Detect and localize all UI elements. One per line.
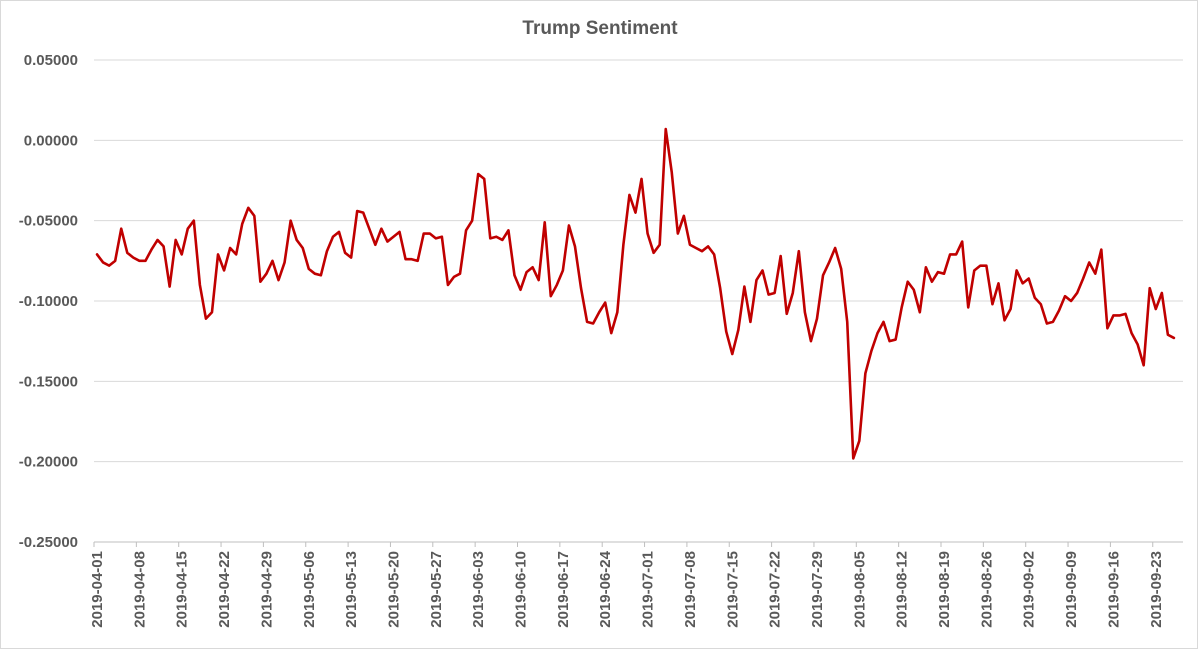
y-tick-label: -0.25000 xyxy=(19,534,78,551)
axes xyxy=(93,541,1183,547)
gridlines xyxy=(94,59,1183,463)
x-tick-label: 2019-06-17 xyxy=(555,551,572,628)
x-tick-label: 2019-05-27 xyxy=(428,551,445,628)
x-tick-label: 2019-06-03 xyxy=(470,551,487,628)
y-tick-label: -0.05000 xyxy=(19,213,78,230)
x-tick-label: 2019-08-12 xyxy=(894,551,911,628)
x-tick-label: 2019-09-09 xyxy=(1063,551,1080,628)
x-tick-label: 2019-07-29 xyxy=(809,551,826,628)
x-axis-tick-labels: 2019-04-01 2019-04-08 2019-04-15 2019-04-22… xyxy=(89,550,1165,627)
x-tick-label: 2019-07-08 xyxy=(682,551,699,628)
x-tick-label: 2019-09-16 xyxy=(1105,551,1122,628)
x-tick-label: 2019-05-13 xyxy=(343,551,360,628)
x-tick-label: 2019-04-15 xyxy=(174,551,191,628)
x-tick-label: 2019-08-19 xyxy=(936,551,953,628)
x-tick-label: 2019-04-29 xyxy=(258,551,275,628)
x-tick-label: 2019-09-02 xyxy=(1021,551,1038,628)
x-tick-label: 2019-08-26 xyxy=(978,551,995,628)
x-tick-label: 2019-06-10 xyxy=(513,551,530,628)
x-tick-label: 2019-04-08 xyxy=(131,551,148,628)
x-tick-label: 2019-08-05 xyxy=(851,551,868,628)
x-tick-label: 2019-05-20 xyxy=(385,551,402,628)
x-tick-label: 2019-07-22 xyxy=(767,551,784,628)
x-tick-label: 2019-05-06 xyxy=(301,551,318,628)
series-lines: Trump Sentiment xyxy=(95,127,1176,460)
y-tick-label: -0.15000 xyxy=(19,373,78,390)
chart-title: Trump Sentiment xyxy=(522,18,678,39)
x-tick-label: 2019-09-23 xyxy=(1148,551,1165,628)
series-line: Trump Sentiment xyxy=(95,127,1176,460)
x-tick-label: 2019-04-22 xyxy=(216,551,233,628)
y-tick-label: 0.05000 xyxy=(24,52,78,69)
x-tick-label: 2019-06-24 xyxy=(597,550,614,627)
y-tick-label: 0.00000 xyxy=(24,132,78,149)
y-tick-label: -0.20000 xyxy=(19,454,78,471)
y-axis-tick-labels: 0.05000 0.00000 -0.05000 -0.10000 -0.15000 -0… xyxy=(19,52,78,551)
y-tick-label: -0.10000 xyxy=(19,293,78,310)
x-tick-label: 2019-04-01 xyxy=(89,551,106,628)
x-tick-label: 2019-07-15 xyxy=(724,551,741,628)
x-tick-label: 2019-07-01 xyxy=(640,551,657,628)
